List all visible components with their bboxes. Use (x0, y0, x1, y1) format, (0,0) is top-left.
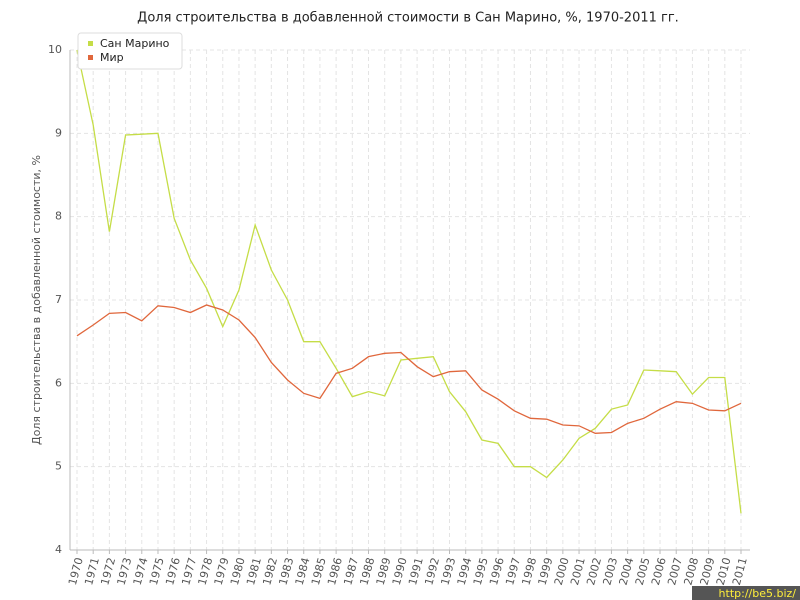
y-tick-label: 7 (55, 293, 62, 306)
y-tick-label: 10 (48, 43, 62, 56)
y-tick-label: 8 (55, 210, 62, 223)
legend-label: Сан Марино (100, 37, 170, 50)
y-tick-label: 4 (55, 543, 62, 556)
line-series (76, 49, 742, 514)
y-tick-label: 6 (55, 376, 62, 389)
watermark-bg (692, 586, 800, 600)
y-axis-label: Доля строительства в добавленной стоимос… (30, 155, 43, 445)
legend-label: Мир (100, 51, 124, 64)
chart-title: Доля строительства в добавленной стоимос… (137, 11, 679, 26)
watermark: http://be5.biz/ (719, 587, 797, 600)
y-tick-label: 5 (55, 460, 62, 473)
legend-swatch (88, 41, 93, 46)
line-series (76, 304, 742, 434)
legend-box (77, 32, 183, 70)
y-tick-label: 9 (55, 126, 62, 139)
legend-swatch (88, 55, 93, 60)
